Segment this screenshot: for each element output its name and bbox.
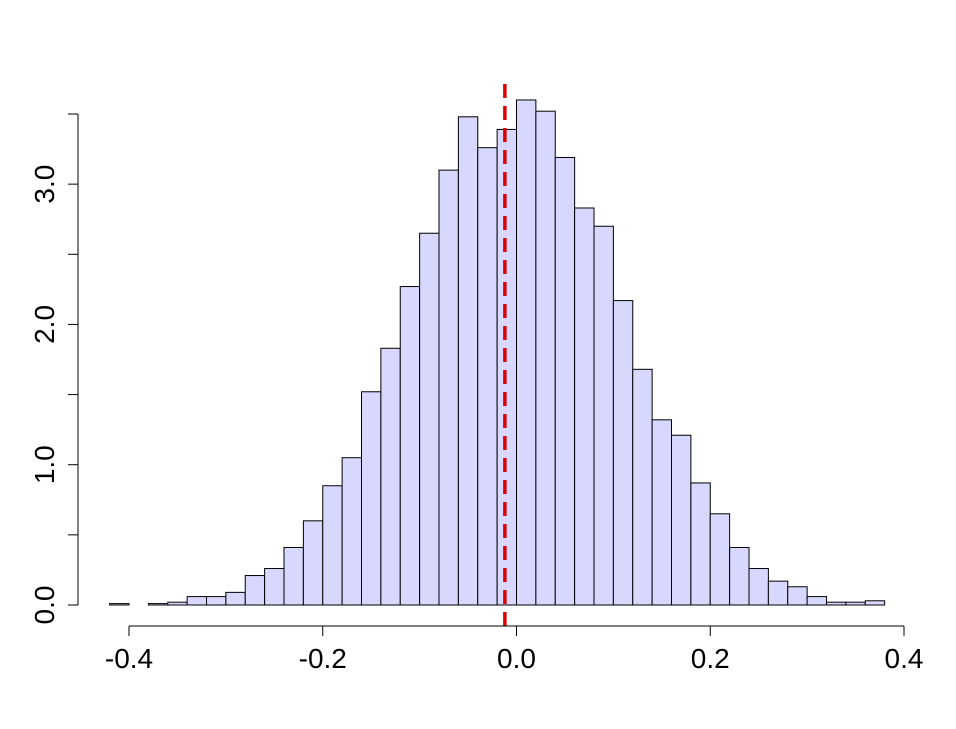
bars-group [109, 99, 886, 606]
y-tick-label: 1.0 [29, 445, 60, 484]
histogram-bar [109, 603, 130, 606]
histogram-bar [457, 116, 479, 606]
histogram-bar [438, 169, 459, 606]
y-tick-label: 2.0 [29, 305, 60, 344]
histogram-bar [283, 546, 304, 606]
histogram-bar [322, 485, 343, 606]
histogram-bar [690, 482, 711, 606]
histogram-bar [361, 391, 382, 606]
histogram-bar [535, 110, 556, 606]
y-axis: 0.0 1.0 2.0 3.0 [29, 113, 79, 625]
y-tick-label: 3.0 [29, 165, 60, 204]
histogram-bar [748, 568, 769, 606]
histogram-bar [864, 600, 886, 606]
histogram-bar [206, 596, 227, 606]
x-axis: -0.4 -0.2 0.0 0.2 0.4 [105, 625, 924, 674]
histogram-bar [419, 232, 440, 606]
histogram-bar [729, 546, 750, 606]
histogram-bar [593, 225, 614, 606]
histogram-bar [632, 368, 653, 606]
histogram-bar [147, 603, 169, 606]
histogram-bar [612, 300, 634, 606]
histogram-bar [186, 596, 208, 606]
histogram-bar [167, 601, 188, 606]
x-tick-label: 0.2 [691, 643, 730, 674]
histogram-bar [244, 575, 266, 606]
histogram-bar [651, 419, 673, 606]
histogram-bar [399, 286, 421, 606]
histogram-bar [264, 568, 285, 606]
x-tick-label: 0.4 [885, 643, 924, 674]
x-tick-label: -0.4 [105, 643, 153, 674]
histogram-bar [787, 586, 808, 606]
histogram-bar [554, 156, 576, 606]
histogram-bar [574, 207, 595, 606]
histogram-bar [806, 596, 828, 606]
histogram-bar [845, 601, 866, 606]
histogram-bar [380, 347, 401, 606]
histogram-bar [225, 591, 246, 606]
histogram-bar [496, 128, 518, 606]
histogram-bar [477, 147, 498, 606]
histogram-bar [767, 580, 789, 606]
histogram-bar [302, 520, 324, 606]
histogram-bar [826, 601, 847, 606]
y-tick-label: 0.0 [29, 586, 60, 625]
histogram-bar [341, 457, 363, 606]
x-tick-label: -0.2 [299, 643, 347, 674]
histogram-bar [516, 99, 537, 606]
x-tick-label: 0.0 [497, 643, 536, 674]
histogram-bar [709, 513, 731, 606]
histogram-bar [671, 434, 692, 606]
